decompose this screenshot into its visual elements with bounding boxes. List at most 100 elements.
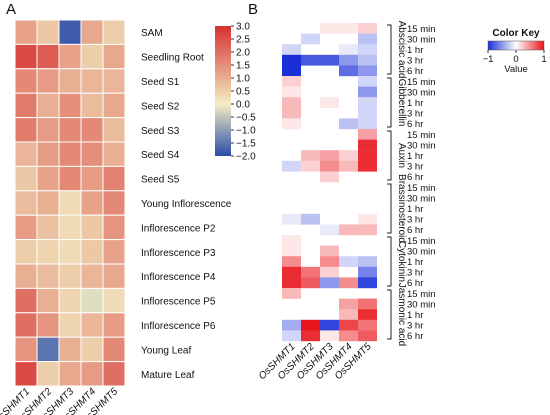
group-bracket — [387, 236, 392, 287]
row-label: Seed S2 — [141, 101, 180, 112]
heatmap-cell — [58, 165, 82, 192]
panel-a-heatmap: SAM Seedling Root Seed S1 Seed S2 Seed S3 See… — [0, 19, 232, 415]
row-label: Inflorescence P2 — [141, 223, 216, 234]
time-label: 6 hr — [407, 119, 423, 130]
row-label: Inflorescence P5 — [141, 297, 216, 308]
heatmap-cell — [36, 239, 60, 265]
row-label: Young Inflorescence — [141, 199, 232, 210]
heatmap-cell — [339, 309, 358, 320]
heatmap-cell — [358, 309, 377, 320]
heatmap-cell — [301, 213, 320, 225]
group-bracket — [387, 77, 392, 128]
heatmap-cell — [102, 141, 126, 167]
time-label: 15 min — [407, 236, 436, 247]
colorbar-tick-label: −1.5 — [236, 139, 256, 150]
group-label: Jasmonic acid — [396, 283, 407, 346]
heatmap-cell — [339, 298, 358, 310]
heatmap-cell — [36, 214, 60, 241]
heatmap-cell — [320, 23, 339, 34]
heatmap-cell — [102, 361, 126, 387]
heatmap-cell — [320, 245, 339, 257]
heatmap-cell — [14, 19, 38, 45]
colorbar-tick-label: 2.0 — [236, 48, 250, 59]
heatmap-cell — [14, 43, 38, 70]
heatmap-cell — [282, 118, 301, 130]
row-label: Inflorescence P3 — [141, 248, 216, 259]
heatmap-cell — [339, 319, 358, 331]
time-label: 6 hr — [407, 172, 423, 183]
group-label: Gibberellin — [396, 79, 407, 127]
time-label: 1 hr — [407, 257, 423, 268]
heatmap-cell — [14, 214, 38, 241]
group-bracket — [387, 24, 392, 75]
time-label: 1 hr — [407, 204, 423, 215]
time-label: 30 min — [407, 87, 436, 98]
heatmap-cell — [80, 141, 104, 167]
heatmap-cell — [282, 97, 301, 108]
heatmap-cell — [282, 86, 301, 98]
color-key-tick-label: 0 — [513, 54, 518, 65]
group-bracket — [387, 130, 392, 181]
colorbar-tick-label: −2.0 — [236, 152, 256, 163]
colorbar-gradient — [215, 26, 231, 156]
group-label: Auxin — [396, 143, 407, 168]
row-label: Inflorescence P6 — [141, 321, 216, 332]
heatmap-cell — [80, 361, 104, 387]
heatmap-cell — [339, 150, 358, 161]
heatmap-cell — [339, 44, 358, 55]
heatmap-cell — [58, 336, 82, 363]
heatmap-cell — [36, 92, 60, 119]
heatmap-cell — [80, 312, 104, 338]
heatmap-cell — [282, 107, 301, 119]
heatmap-cell — [14, 287, 38, 314]
heatmap-cell — [80, 92, 104, 119]
heatmap-cell — [36, 43, 60, 70]
heatmap-cell — [358, 76, 377, 87]
row-label: Inflorescence P4 — [141, 272, 216, 283]
row-label: Young Leaf — [141, 345, 191, 356]
heatmap-cell — [320, 277, 339, 289]
heatmap-cell — [14, 263, 38, 289]
heatmap-cell — [320, 224, 339, 236]
row-label: Mature Leaf — [141, 370, 195, 381]
heatmap-cell — [339, 224, 358, 236]
heatmap-cell — [339, 23, 358, 34]
heatmap-cell — [358, 86, 377, 98]
heatmap-cell — [282, 288, 301, 299]
heatmap-cell — [301, 33, 320, 45]
heatmap-cell — [301, 319, 320, 331]
heatmap-cell — [58, 141, 82, 167]
color-key-tick-label: −1 — [483, 54, 494, 65]
heatmap-cell — [102, 190, 126, 216]
time-label: 6 hr — [407, 331, 423, 342]
heatmap-cell — [102, 117, 126, 143]
heatmap-cell — [320, 150, 339, 161]
heatmap-cell — [14, 361, 38, 387]
colorbar-tick-label: −0.5 — [236, 113, 256, 124]
heatmap-cell — [58, 43, 82, 70]
heatmap-cell — [14, 312, 38, 338]
heatmap-cell — [358, 139, 377, 151]
heatmap-cell — [36, 190, 60, 216]
heatmap-cell — [282, 319, 301, 331]
heatmap-cell — [58, 214, 82, 241]
heatmap-cell — [102, 214, 126, 241]
heatmap-cell — [102, 19, 126, 45]
heatmap-cell — [320, 171, 339, 183]
colorbar-tick-label: 1.5 — [236, 61, 250, 72]
heatmap-cell — [58, 190, 82, 216]
group-label: Brassinosteroid — [396, 174, 407, 243]
heatmap-cell — [36, 263, 60, 289]
colorbar-tick-label: 0.0 — [236, 100, 250, 111]
heatmap-cell — [301, 266, 320, 278]
heatmap-cell — [358, 213, 377, 225]
heatmap-cell — [58, 19, 82, 45]
heatmap-cell — [102, 287, 126, 314]
row-label: SAM — [141, 28, 163, 39]
row-label: Seed S1 — [141, 77, 180, 88]
heatmap-cell — [282, 245, 301, 257]
heatmap-cell — [301, 277, 320, 289]
heatmap-cell — [358, 129, 377, 140]
heatmap-cell — [358, 160, 377, 172]
heatmap-cell — [36, 141, 60, 167]
